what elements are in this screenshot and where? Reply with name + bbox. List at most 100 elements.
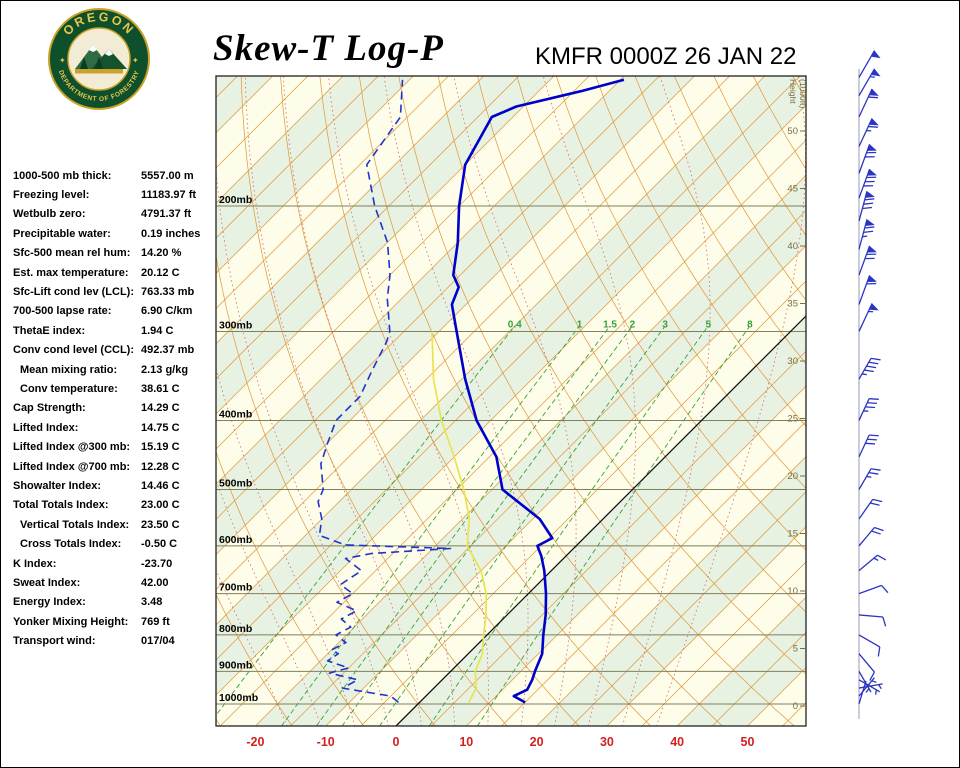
wind-barb — [858, 526, 884, 547]
index-label: Sfc-500 mean rel hum: — [13, 247, 131, 260]
index-value: -0.50 C — [141, 538, 178, 551]
band — [216, 76, 806, 696]
index-value: 23.50 C — [141, 518, 180, 531]
index-row: 700-500 lapse rate: 6.90 C/km — [13, 302, 215, 321]
index-label: Conv temperature: — [20, 382, 118, 395]
wind-barb — [858, 671, 872, 693]
pressure-label: 200mb — [219, 194, 252, 206]
pressure-label: 400mb — [219, 408, 252, 420]
index-value: 20.12 C — [141, 266, 180, 279]
index-row: Sfc-Lift cond lev (LCL): 763.33 mb — [13, 282, 215, 301]
wind-barb — [858, 584, 889, 595]
wind-barb — [858, 168, 877, 199]
index-value: 763.33 mb — [141, 286, 195, 299]
wind-barb — [858, 357, 881, 380]
height-axis-title: Height — [788, 79, 798, 104]
height-axis-labels: 0 5 10 15 20 25 30 35 40 45 50 Height (1000ft) — [787, 79, 808, 712]
odf-logo-icon: OREGON DEPARTMENT OF FORESTRY ✦ ✦ — [48, 8, 150, 110]
index-value: 0.19 inches — [141, 227, 201, 240]
index-label: Conv cond level (CCL): — [13, 344, 135, 357]
temp-tick-label: -10 — [317, 735, 335, 749]
logo-star-icon: ✦ — [132, 56, 139, 65]
index-row: 1000-500 mb thick: 5557.00 m — [13, 166, 215, 185]
index-label: Lifted Index @300 mb: — [13, 441, 131, 454]
wind-barb — [858, 434, 879, 458]
index-label: Sfc-Lift cond lev (LCL): — [13, 286, 134, 299]
wind-barb — [858, 653, 875, 681]
wind-barb — [858, 245, 877, 276]
height-tick-label: 30 — [787, 356, 798, 367]
height-axis-title: (1000ft) — [798, 79, 808, 108]
mixing-ratio-label: 0.4 — [508, 319, 522, 330]
index-value: 11183.97 ft — [141, 189, 197, 202]
index-label: ThetaE index: — [13, 324, 86, 337]
height-tick-label: 10 — [787, 586, 798, 597]
index-value: -23.70 — [141, 557, 173, 570]
odf-logo: OREGON DEPARTMENT OF FORESTRY ✦ ✦ — [47, 7, 151, 111]
index-label: Vertical Totals Index: — [20, 518, 130, 531]
wind-barb — [858, 398, 879, 421]
index-value: 15.19 C — [141, 441, 180, 454]
index-value: 1.94 C — [141, 324, 174, 337]
wind-barb — [858, 634, 881, 657]
wind-barb-column — [858, 50, 889, 719]
pressure-label: 500mb — [219, 477, 252, 489]
temp-axis-labels: -20 -10 0 10 20 30 40 50 — [246, 735, 754, 749]
wind-barb — [858, 498, 883, 520]
mixing-ratio-label: 1 — [577, 319, 583, 330]
wind-barb — [858, 50, 881, 78]
index-value: 017/04 — [141, 635, 175, 648]
index-label: 1000-500 mb thick: — [13, 169, 112, 182]
pressure-label: 1000mb — [219, 692, 258, 704]
wind-barb — [858, 303, 879, 332]
index-row: Vertical Totals Index: 23.50 C — [13, 515, 215, 534]
height-tick-label: 40 — [787, 241, 798, 252]
wind-barb — [858, 118, 879, 147]
temp-tick-label: -20 — [246, 735, 264, 749]
height-tick-label: 25 — [787, 414, 798, 425]
index-row: ThetaE index: 1.94 C — [13, 321, 215, 340]
index-row: K Index: -23.70 — [13, 554, 215, 573]
dry-adiabat-lines — [216, 76, 806, 726]
index-row: Yonker Mixing Height: 769 ft — [13, 612, 215, 631]
index-label: Lifted Index @700 mb: — [13, 460, 131, 473]
index-value: 492.37 mb — [141, 344, 195, 357]
index-value: 12.28 C — [141, 460, 180, 473]
wind-barb — [858, 68, 881, 96]
height-tick-label: 50 — [787, 126, 798, 137]
index-label: Total Totals Index: — [13, 499, 109, 512]
indices-panel: 1000-500 mb thick: 5557.00 m Freezing leve… — [13, 166, 215, 651]
background-bands — [216, 76, 806, 726]
index-value: 2.13 g/kg — [141, 363, 189, 376]
snowcap-icon — [105, 49, 113, 56]
index-row: Conv cond level (CCL): 492.37 mb — [13, 341, 215, 360]
wind-barb — [858, 219, 875, 250]
index-row: Lifted Index: 14.75 C — [13, 418, 215, 437]
temp-tick-label: 20 — [530, 735, 544, 749]
index-value: 6.90 C/km — [141, 305, 193, 318]
index-value: 5557.00 m — [141, 169, 194, 182]
index-label: Cap Strength: — [13, 402, 86, 415]
index-row: Precipitable water: 0.19 inches — [13, 224, 215, 243]
index-label: Energy Index: — [13, 596, 86, 609]
temp-tick-label: 0 — [393, 735, 400, 749]
index-row: Sweat Index: 42.00 — [13, 573, 215, 592]
index-label: Lifted Index: — [13, 421, 79, 434]
mixing-ratio-label: 1.5 — [603, 319, 617, 330]
wetbulb-profile-line — [431, 331, 488, 703]
wind-barb — [858, 275, 877, 305]
mixing-ratio-label: 2 — [630, 319, 636, 330]
band — [216, 105, 806, 726]
index-row: Wetbulb zero: 4791.37 ft — [13, 205, 215, 224]
index-value: 14.29 C — [141, 402, 180, 415]
index-value: 14.75 C — [141, 421, 180, 434]
logo-banner — [75, 69, 123, 74]
station-time-label: KMFR 0000Z 26 JAN 22 — [535, 43, 797, 70]
wind-barb — [858, 468, 881, 490]
index-value: 14.46 C — [141, 479, 180, 492]
index-label: Precipitable water: — [13, 227, 111, 240]
height-tick-label: 35 — [787, 299, 798, 310]
height-tick-label: 20 — [787, 471, 798, 482]
